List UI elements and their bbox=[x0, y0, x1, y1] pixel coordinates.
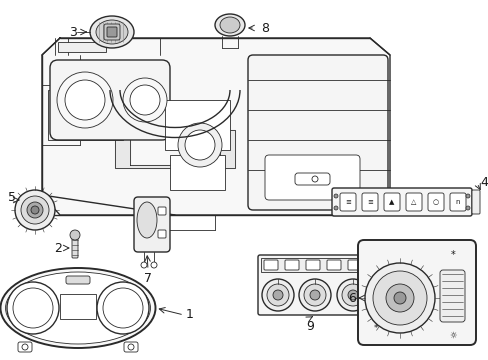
FancyBboxPatch shape bbox=[158, 207, 165, 215]
FancyBboxPatch shape bbox=[405, 193, 421, 211]
Circle shape bbox=[13, 288, 53, 328]
Circle shape bbox=[31, 206, 39, 214]
Circle shape bbox=[272, 290, 283, 300]
Circle shape bbox=[70, 230, 80, 240]
Circle shape bbox=[364, 263, 434, 333]
Text: *: * bbox=[373, 324, 377, 333]
Circle shape bbox=[304, 284, 325, 306]
Text: n: n bbox=[455, 199, 459, 205]
FancyBboxPatch shape bbox=[107, 27, 117, 37]
FancyBboxPatch shape bbox=[50, 60, 170, 140]
FancyBboxPatch shape bbox=[347, 260, 361, 270]
Circle shape bbox=[465, 194, 469, 198]
Circle shape bbox=[128, 344, 134, 350]
FancyBboxPatch shape bbox=[247, 55, 387, 210]
FancyBboxPatch shape bbox=[264, 260, 278, 270]
Ellipse shape bbox=[5, 272, 150, 344]
Text: 8: 8 bbox=[261, 22, 268, 35]
Text: ≡: ≡ bbox=[345, 199, 350, 205]
Ellipse shape bbox=[220, 17, 240, 33]
FancyBboxPatch shape bbox=[326, 260, 340, 270]
Circle shape bbox=[393, 292, 405, 304]
Text: △: △ bbox=[410, 199, 416, 205]
Text: ≡: ≡ bbox=[366, 199, 372, 205]
Text: ○: ○ bbox=[432, 199, 438, 205]
Bar bbox=[48, 90, 123, 140]
Circle shape bbox=[333, 194, 337, 198]
Ellipse shape bbox=[96, 20, 128, 44]
Circle shape bbox=[130, 85, 160, 115]
Text: *: * bbox=[450, 250, 454, 260]
Text: 7: 7 bbox=[143, 271, 152, 284]
FancyBboxPatch shape bbox=[331, 188, 471, 216]
Text: 6: 6 bbox=[347, 292, 355, 305]
Circle shape bbox=[27, 202, 43, 218]
FancyBboxPatch shape bbox=[264, 155, 359, 200]
Circle shape bbox=[178, 123, 222, 167]
Circle shape bbox=[347, 290, 357, 300]
Circle shape bbox=[21, 196, 49, 224]
Ellipse shape bbox=[0, 268, 155, 348]
Circle shape bbox=[184, 130, 215, 160]
FancyBboxPatch shape bbox=[305, 260, 319, 270]
FancyBboxPatch shape bbox=[72, 236, 78, 258]
Circle shape bbox=[103, 288, 142, 328]
Text: 5: 5 bbox=[8, 190, 16, 203]
Text: ▲: ▲ bbox=[388, 199, 394, 205]
Bar bbox=[58, 42, 106, 52]
FancyBboxPatch shape bbox=[158, 230, 165, 238]
FancyBboxPatch shape bbox=[18, 342, 32, 352]
Circle shape bbox=[341, 284, 363, 306]
Circle shape bbox=[266, 284, 288, 306]
Circle shape bbox=[262, 279, 293, 311]
FancyBboxPatch shape bbox=[471, 190, 479, 214]
Circle shape bbox=[22, 344, 28, 350]
Circle shape bbox=[97, 282, 149, 334]
FancyBboxPatch shape bbox=[339, 193, 355, 211]
Ellipse shape bbox=[137, 202, 157, 238]
FancyBboxPatch shape bbox=[449, 193, 465, 211]
Bar bbox=[261, 258, 369, 272]
Circle shape bbox=[151, 262, 157, 268]
Circle shape bbox=[309, 290, 319, 300]
Ellipse shape bbox=[90, 16, 134, 48]
Circle shape bbox=[385, 284, 413, 312]
Circle shape bbox=[123, 78, 167, 122]
Text: 1: 1 bbox=[185, 309, 194, 321]
Circle shape bbox=[336, 279, 368, 311]
FancyBboxPatch shape bbox=[427, 193, 443, 211]
Polygon shape bbox=[115, 130, 235, 168]
Ellipse shape bbox=[215, 14, 244, 36]
Circle shape bbox=[65, 80, 105, 120]
FancyBboxPatch shape bbox=[66, 276, 90, 284]
FancyBboxPatch shape bbox=[383, 193, 399, 211]
Text: 9: 9 bbox=[305, 320, 313, 333]
FancyBboxPatch shape bbox=[361, 193, 377, 211]
FancyBboxPatch shape bbox=[258, 255, 372, 315]
FancyBboxPatch shape bbox=[439, 270, 464, 322]
Circle shape bbox=[311, 176, 317, 182]
Circle shape bbox=[15, 190, 55, 230]
Circle shape bbox=[465, 206, 469, 210]
FancyBboxPatch shape bbox=[134, 197, 170, 252]
Text: 3: 3 bbox=[69, 26, 77, 39]
Bar bbox=[60, 294, 96, 319]
Bar bbox=[164, 100, 229, 150]
Circle shape bbox=[372, 271, 426, 325]
Circle shape bbox=[7, 282, 59, 334]
Text: 2: 2 bbox=[54, 242, 62, 255]
FancyBboxPatch shape bbox=[357, 240, 475, 345]
Polygon shape bbox=[42, 38, 389, 215]
Circle shape bbox=[57, 72, 113, 128]
Bar bbox=[170, 155, 224, 190]
FancyBboxPatch shape bbox=[124, 342, 138, 352]
FancyBboxPatch shape bbox=[285, 260, 298, 270]
Text: 4: 4 bbox=[479, 176, 487, 189]
FancyBboxPatch shape bbox=[104, 24, 120, 40]
Circle shape bbox=[333, 206, 337, 210]
Text: ☼: ☼ bbox=[448, 330, 456, 339]
FancyBboxPatch shape bbox=[294, 173, 329, 185]
Circle shape bbox=[298, 279, 330, 311]
Circle shape bbox=[141, 262, 147, 268]
